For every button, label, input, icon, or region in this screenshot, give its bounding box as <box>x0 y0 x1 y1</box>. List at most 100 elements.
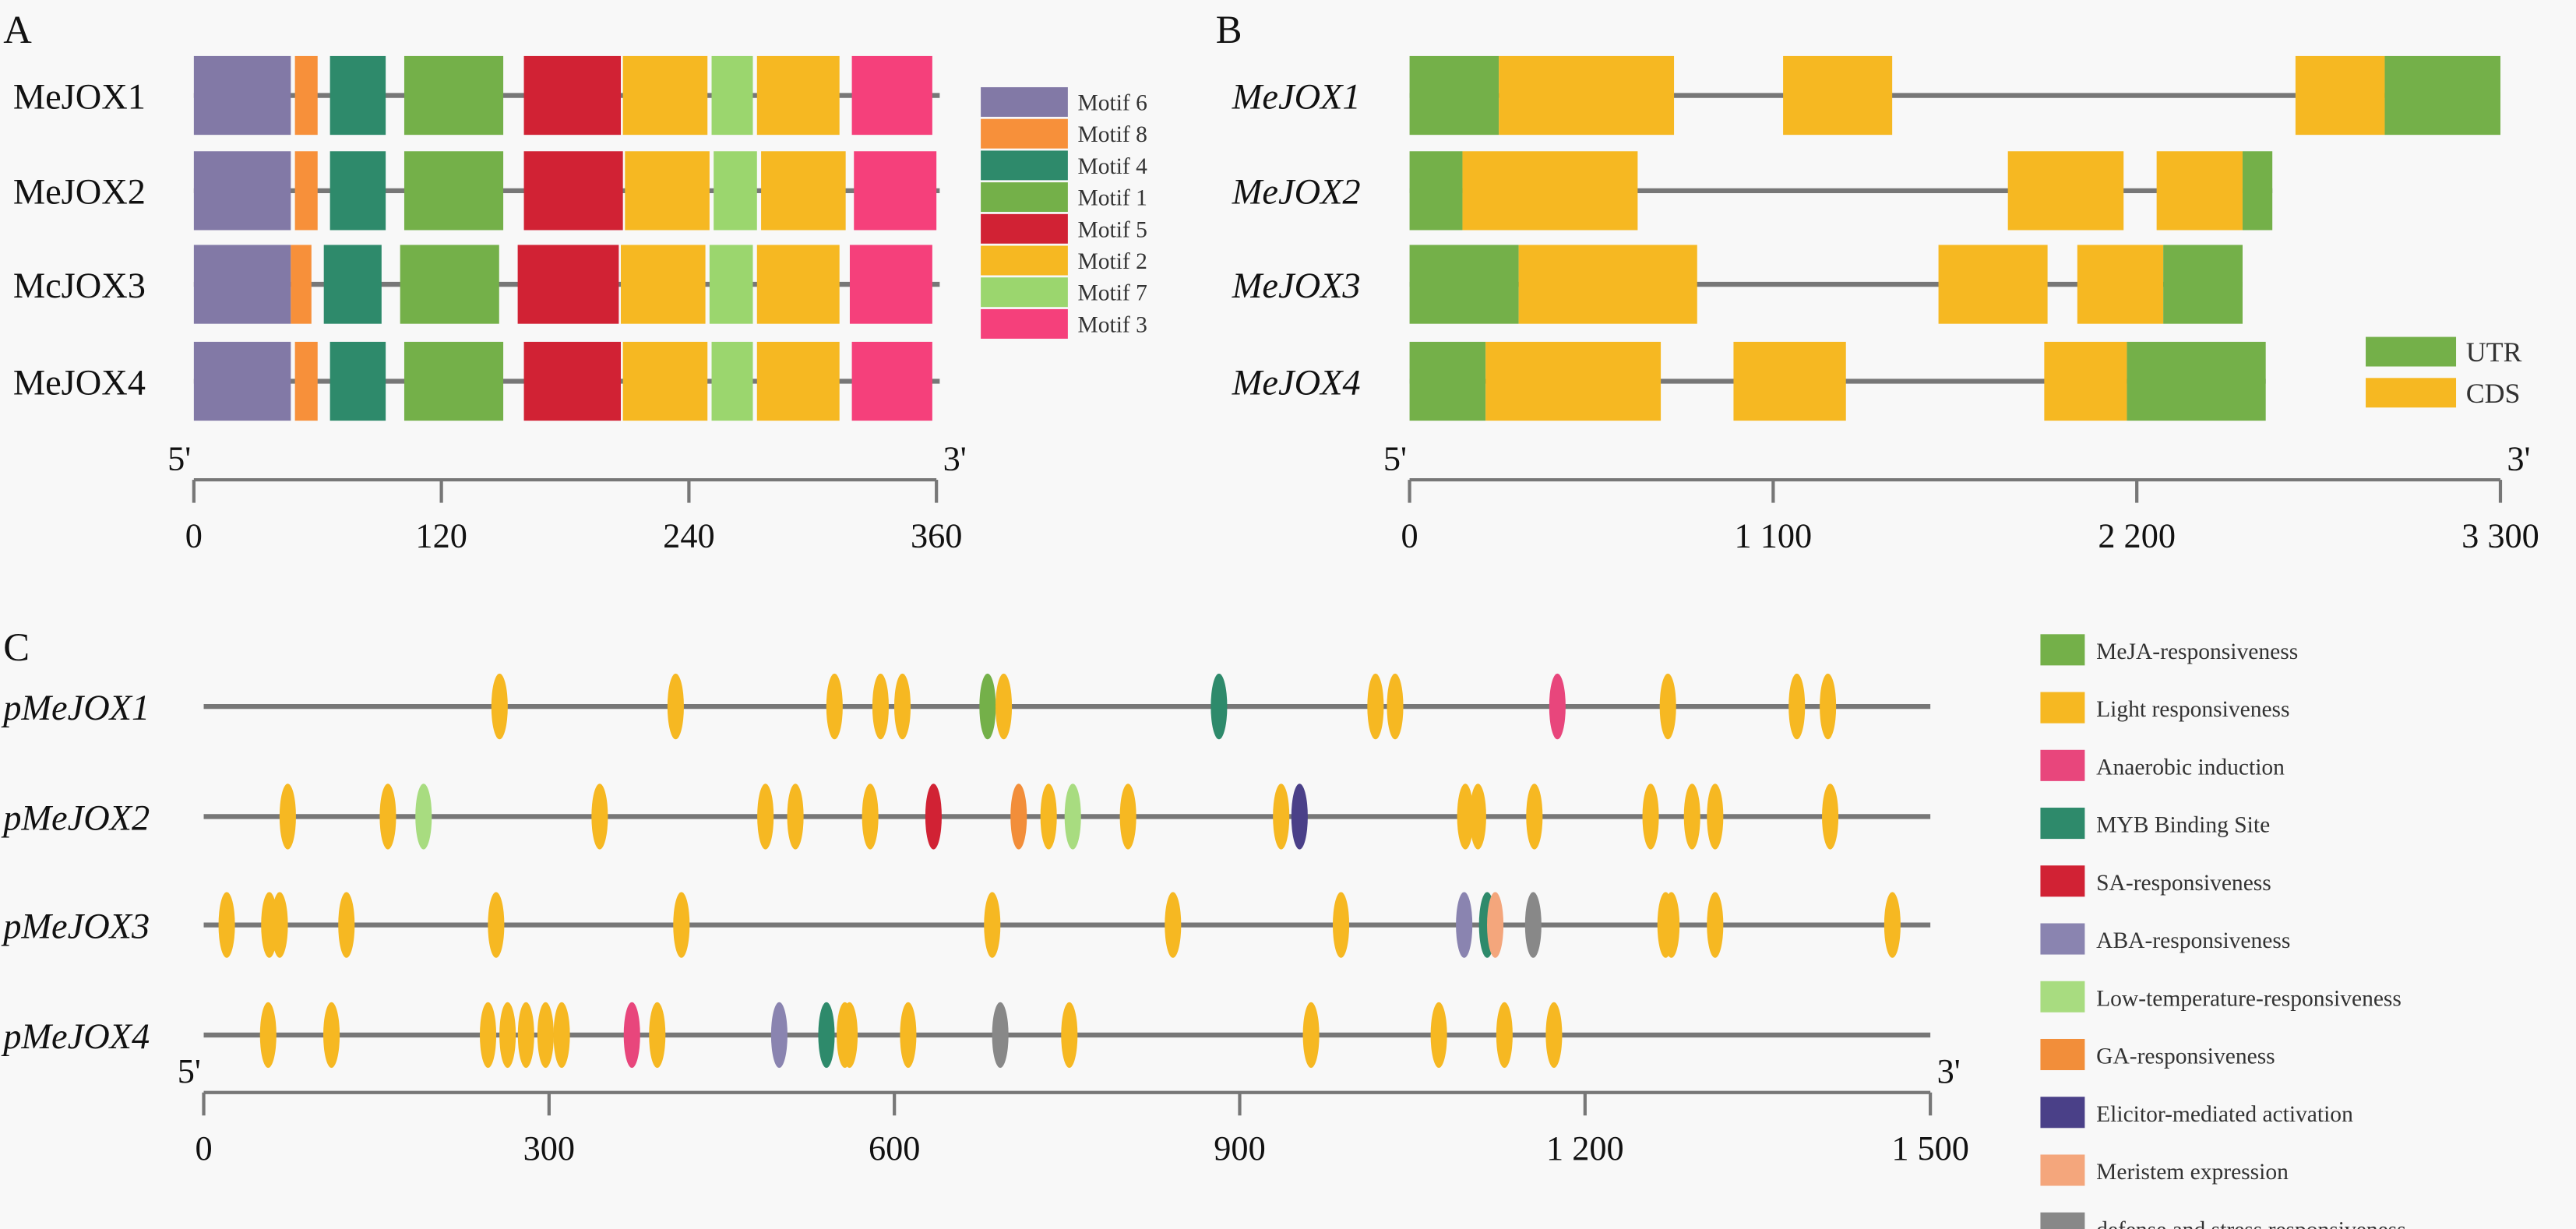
motif-box <box>329 341 386 421</box>
cds-box <box>2007 151 2124 231</box>
cis-element-mark <box>1367 673 1384 740</box>
cis-element-mark <box>517 1002 534 1069</box>
motif-box <box>403 55 504 136</box>
legend-label: Motif 7 <box>1078 281 1147 306</box>
cis-element-mark <box>1788 673 1806 740</box>
motif-box <box>291 245 312 324</box>
cds-box <box>1733 341 1846 421</box>
cis-element-mark <box>323 1002 340 1069</box>
utr-box <box>2384 55 2500 136</box>
tick-label: 900 <box>1214 1129 1265 1167</box>
legend-label: Motif 8 <box>1078 122 1147 147</box>
tick-label: 1 200 <box>1546 1129 1624 1167</box>
legend-label: Motif 4 <box>1078 154 1148 179</box>
motif-box <box>761 151 846 231</box>
five-prime-label: 5' <box>178 1052 201 1090</box>
motif-box <box>756 341 840 421</box>
legend-swatch <box>2040 692 2085 724</box>
cis-element-mark <box>673 892 690 958</box>
promoter-label: pMeJOX4 <box>1 1017 150 1057</box>
motif-box <box>294 151 318 231</box>
tick-label: 360 <box>911 517 962 555</box>
motif-box <box>756 55 840 136</box>
motif-box <box>621 245 706 324</box>
cis-element-mark <box>1119 784 1136 850</box>
gene-label: MeJOX3 <box>1232 266 1361 306</box>
motif-box <box>523 341 622 421</box>
cis-element-mark <box>499 1002 516 1069</box>
utr-box <box>1409 55 1499 136</box>
motif-box <box>403 151 504 231</box>
panel-c-promoter-elements: pMeJOX1 pMeJOX2 pMeJOX3 pMeJOX4 MeJA-respons… <box>1 634 2406 1229</box>
cis-element-mark <box>623 1002 640 1069</box>
utr-box <box>1409 151 1463 231</box>
gene-label: McJOX3 <box>13 266 146 306</box>
cis-element-mark <box>1430 1002 1447 1069</box>
promoter-label: pMeJOX1 <box>1 688 150 728</box>
cis-element-mark <box>1707 892 1724 958</box>
motif-box <box>709 245 753 324</box>
cis-element-mark <box>537 1002 554 1069</box>
legend-swatch <box>2040 634 2085 666</box>
legend-label: Motif 3 <box>1078 312 1147 337</box>
legend-label: MeJA-responsiveness <box>2096 639 2298 664</box>
legend-swatch <box>2040 923 2085 955</box>
cis-element-mark <box>1663 892 1680 958</box>
tick-label: 600 <box>869 1129 920 1167</box>
cis-element-mark <box>1210 673 1228 740</box>
five-prime-label: 5' <box>167 439 191 477</box>
legend-swatch <box>981 308 1068 339</box>
legend-label: Elicitor-mediated activation <box>2096 1102 2353 1127</box>
legend-swatch <box>981 245 1068 276</box>
legend-label: GA-responsiveness <box>2096 1044 2275 1069</box>
legend-label: Meristem expression <box>2096 1160 2289 1185</box>
legend-swatch <box>2040 749 2085 781</box>
cis-element-mark <box>1820 673 1837 740</box>
three-prime-label: 3' <box>1937 1052 1961 1090</box>
cds-box <box>1499 55 1675 136</box>
tick-label: 1 100 <box>1735 517 1813 555</box>
motif-box <box>622 55 708 136</box>
panel-label-c: C <box>3 625 30 669</box>
panel-label-a: A <box>3 8 32 51</box>
cis-element-mark <box>1273 784 1290 850</box>
legend-label: defense and stress responsiveness <box>2096 1217 2406 1229</box>
cis-element-mark <box>1707 784 1724 850</box>
five-prime-label: 5' <box>1383 439 1407 477</box>
motif-box <box>851 341 932 421</box>
motif-box <box>711 55 753 136</box>
motif-box <box>523 55 622 136</box>
cis-element-mark <box>279 784 296 850</box>
cis-element-mark <box>591 784 608 850</box>
cis-element-mark <box>925 784 942 850</box>
cis-element-mark <box>338 892 355 958</box>
cis-element-mark <box>1061 1002 1078 1069</box>
legend-swatch <box>2040 1212 2085 1229</box>
cis-element-mark <box>1884 892 1901 958</box>
panel-a-motifs: MeJOX1 MeJOX2 McJOX3 MeJOX4 Motif 6 Motif 8 Mo… <box>13 55 1148 555</box>
legend-swatch <box>2040 1097 2085 1129</box>
cis-element-mark <box>271 892 288 958</box>
cds-box <box>1462 151 1638 231</box>
cds-box <box>2077 245 2164 324</box>
motif-box <box>193 151 291 231</box>
three-prime-label: 3' <box>2507 439 2530 477</box>
cis-element-mark <box>1549 673 1566 740</box>
cis-element-mark <box>1526 784 1543 850</box>
cds-box <box>2044 341 2127 421</box>
cds-box <box>1518 245 1697 324</box>
motif-box <box>854 151 937 231</box>
legend-swatch <box>2366 378 2457 408</box>
cis-element-mark <box>1524 892 1542 958</box>
tick-label: 3 300 <box>2461 517 2539 555</box>
cis-element-mark <box>900 1002 917 1069</box>
legend-label: MYB Binding Site <box>2096 813 2270 838</box>
motif-box <box>851 55 932 136</box>
legend-swatch <box>2366 336 2457 367</box>
motif-box <box>193 245 291 324</box>
gene-label: MeJOX4 <box>1232 363 1361 403</box>
legend-swatch <box>2040 1038 2085 1071</box>
tick-label: 120 <box>415 517 467 555</box>
cis-element-mark <box>1010 784 1027 850</box>
panel-b-gene-structure: MeJOX1 MeJOX2 MeJOX3 MeJOX4 UTR CDS 0 1 100 2 20… <box>1232 55 2539 555</box>
